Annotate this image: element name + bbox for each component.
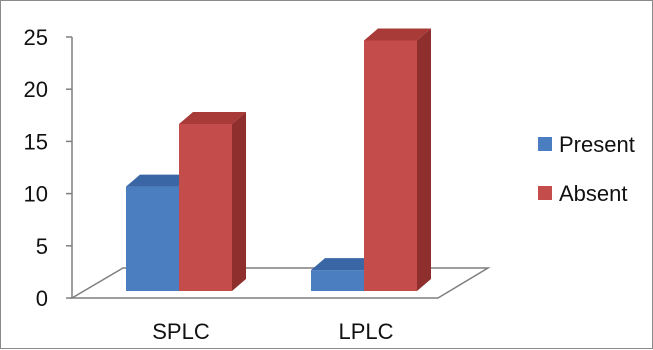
y-tick-label: 0 [36,286,48,311]
legend-swatch-absent [538,186,552,200]
bar-present-top [311,258,378,271]
y-tick-label: 25 [24,25,48,50]
bar-absent-top [179,111,246,124]
y-tick-label: 5 [36,234,48,259]
legend-label-present: Present [559,132,635,157]
bar-absent-top [364,28,431,41]
y-tick-label: 20 [24,77,48,102]
y-tick-label: 10 [24,182,48,207]
bar-absent-side [417,28,431,291]
bar-present-front [126,186,179,291]
x-axis-labels: SPLC LPLC [152,319,393,344]
bar-absent-side [232,111,246,292]
bar-absent-front [179,123,232,292]
y-axis: 0 5 10 15 20 25 [24,25,73,311]
bar-present-top [126,174,193,187]
bars [126,28,431,292]
y-tick-label: 15 [24,129,48,154]
x-category-label: SPLC [152,319,210,344]
legend: Present Absent [538,132,635,206]
x-category-label: LPLC [338,319,393,344]
bar-present-front [311,270,364,291]
legend-swatch-present [538,137,552,151]
bar-absent-front [364,40,417,291]
legend-label-absent: Absent [559,181,628,206]
